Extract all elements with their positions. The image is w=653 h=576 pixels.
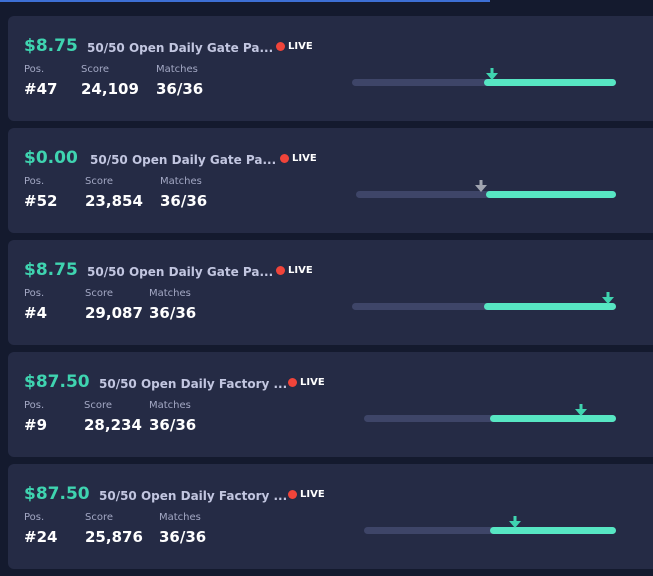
- matches-value: 36/36: [149, 304, 197, 322]
- live-dot-icon: [288, 490, 297, 499]
- tournament-card[interactable]: $0.00 50/50 Open Daily Gate Pa... LIVE Pos.…: [8, 128, 653, 233]
- tournament-card[interactable]: $87.50 50/50 Open Daily Factory ... LIVE Po…: [8, 464, 653, 569]
- position-value: #4: [24, 304, 48, 322]
- live-badge: LIVE: [288, 265, 313, 276]
- position-label: Pos.: [24, 400, 45, 411]
- tournament-card[interactable]: $87.50 50/50 Open Daily Factory ... LIVE Po…: [8, 352, 653, 457]
- threshold-fill: [490, 527, 616, 534]
- score-value: 25,876: [85, 528, 143, 546]
- prize-amount: $8.75: [24, 260, 78, 280]
- matches-value: 36/36: [159, 528, 207, 546]
- threshold-fill: [490, 415, 616, 422]
- position-value: #24: [24, 528, 58, 546]
- tournament-title: 50/50 Open Daily Gate Pa...: [87, 41, 274, 55]
- live-badge: LIVE: [300, 489, 325, 500]
- threshold-progress-bar: [364, 516, 616, 534]
- score-value: 28,234: [84, 416, 142, 434]
- matches-value: 36/36: [156, 80, 204, 98]
- live-badge: LIVE: [300, 377, 325, 388]
- prize-amount: $8.75: [24, 36, 78, 56]
- threshold-progress-bar: [352, 68, 616, 86]
- tournament-title: 50/50 Open Daily Gate Pa...: [90, 153, 277, 167]
- threshold-fill: [484, 79, 616, 86]
- arrow-down-icon: [485, 66, 498, 80]
- live-dot-icon: [288, 378, 297, 387]
- live-dot-icon: [280, 154, 289, 163]
- threshold-progress-bar: [364, 404, 616, 422]
- matches-value: 36/36: [149, 416, 197, 434]
- matches-label: Matches: [149, 288, 191, 299]
- position-label: Pos.: [24, 288, 45, 299]
- score-label: Score: [85, 288, 114, 299]
- matches-label: Matches: [149, 400, 191, 411]
- tournament-title: 50/50 Open Daily Factory ...: [99, 377, 288, 391]
- position-value: #47: [24, 80, 58, 98]
- arrow-down-icon: [574, 402, 587, 416]
- matches-label: Matches: [156, 64, 198, 75]
- arrow-down-icon: [602, 290, 615, 304]
- live-badge: LIVE: [288, 41, 313, 52]
- live-dot-icon: [276, 42, 285, 51]
- score-label: Score: [84, 400, 113, 411]
- threshold-progress-bar: [352, 292, 616, 310]
- live-badge: LIVE: [292, 153, 317, 164]
- score-value: 24,109: [81, 80, 139, 98]
- tournament-title: 50/50 Open Daily Factory ...: [99, 489, 288, 503]
- tournament-card[interactable]: $8.75 50/50 Open Daily Gate Pa... LIVE Pos.…: [8, 240, 653, 345]
- score-value: 23,854: [85, 192, 143, 210]
- threshold-fill: [486, 191, 616, 198]
- prize-amount: $87.50: [24, 372, 90, 392]
- position-label: Pos.: [24, 64, 45, 75]
- tournament-results-list: $8.75 50/50 Open Daily Gate Pa... LIVE Pos.…: [8, 16, 653, 576]
- position-value: #52: [24, 192, 58, 210]
- matches-value: 36/36: [160, 192, 208, 210]
- score-label: Score: [85, 176, 114, 187]
- arrow-down-icon-muted: [474, 178, 487, 192]
- threshold-progress-bar: [356, 180, 616, 198]
- tournament-title: 50/50 Open Daily Gate Pa...: [87, 265, 274, 279]
- arrow-down-icon: [509, 514, 522, 528]
- score-value: 29,087: [85, 304, 143, 322]
- score-label: Score: [85, 512, 114, 523]
- live-dot-icon: [276, 266, 285, 275]
- matches-label: Matches: [159, 512, 201, 523]
- position-label: Pos.: [24, 512, 45, 523]
- matches-label: Matches: [160, 176, 202, 187]
- prize-amount: $0.00: [24, 148, 78, 168]
- top-accent-line: [0, 0, 490, 2]
- prize-amount: $87.50: [24, 484, 90, 504]
- threshold-fill: [484, 303, 616, 310]
- score-label: Score: [81, 64, 110, 75]
- position-value: #9: [24, 416, 48, 434]
- position-label: Pos.: [24, 176, 45, 187]
- tournament-card[interactable]: $8.75 50/50 Open Daily Gate Pa... LIVE Pos.…: [8, 16, 653, 121]
